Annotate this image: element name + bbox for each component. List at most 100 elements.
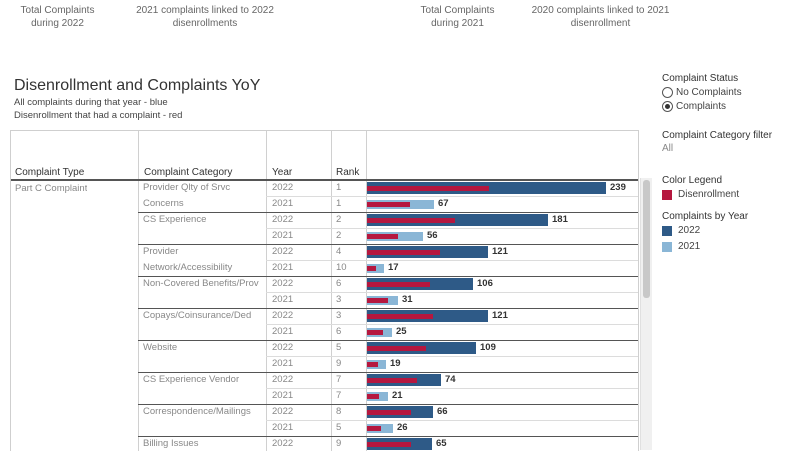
disenrollment-bar[interactable]	[367, 345, 426, 351]
rank-cell: 1	[336, 198, 342, 209]
bar-value-label: 17	[388, 262, 399, 273]
rank-cell: 5	[336, 422, 342, 433]
category-cell[interactable]: Correspondence/Mailings	[143, 406, 251, 417]
category-cell[interactable]: Provider Network/Accessibility	[143, 246, 233, 273]
category-cell[interactable]: Billing Issues	[143, 438, 199, 449]
legend-2021[interactable]: 2021	[662, 241, 700, 252]
legend-label: 2021	[678, 241, 701, 252]
header-rank[interactable]: Rank	[336, 167, 360, 178]
bar-value-label: 109	[480, 342, 496, 353]
disenrollment-bar[interactable]	[367, 201, 410, 207]
bar-value-label: 66	[437, 406, 448, 417]
rank-cell: 3	[336, 310, 342, 321]
bar-value-label: 106	[477, 278, 493, 289]
kpi-total-2021: Total Complaints during 2021	[420, 5, 495, 29]
disenrollment-bar[interactable]	[367, 409, 411, 415]
legend-2022[interactable]: 2022	[662, 225, 700, 236]
disenrollment-bar[interactable]	[367, 217, 455, 223]
row-divider	[266, 196, 638, 197]
page-title: Disenrollment and Complaints YoY	[14, 77, 261, 94]
radio-label: Complaints	[676, 101, 727, 112]
bar-value-label: 19	[390, 358, 401, 369]
bar-value-label: 121	[492, 310, 508, 321]
category-cell[interactable]: CS Experience Vendor	[143, 374, 240, 385]
category-cell[interactable]: Non-Covered Benefits/Prov	[143, 278, 259, 289]
category-filter-title: Complaint Category filter	[662, 130, 773, 141]
year-cell: 2021	[272, 326, 294, 337]
radio-label: No Complaints	[676, 87, 742, 98]
year-cell: 2021	[272, 230, 294, 241]
year-cell: 2021	[272, 422, 294, 433]
group-divider	[138, 212, 638, 213]
disenrollment-bar[interactable]	[367, 265, 376, 271]
by-year-title: Complaints by Year	[662, 211, 749, 222]
year-cell: 2021	[272, 390, 294, 401]
radio-circle-icon	[662, 87, 673, 98]
disenrollment-bar[interactable]	[367, 281, 430, 287]
bar-value-label: 65	[436, 438, 447, 449]
rank-cell: 2	[336, 214, 342, 225]
rank-cell: 10	[336, 262, 347, 273]
disenrollment-bar[interactable]	[367, 249, 440, 255]
disenrollment-bar[interactable]	[367, 361, 378, 367]
bar-value-label: 56	[427, 230, 438, 241]
radio-no-complaints[interactable]: No Complaints	[662, 87, 742, 98]
year-cell: 2022	[272, 374, 294, 385]
header-complaint-type[interactable]: Complaint Type	[15, 167, 85, 178]
bar-value-label: 181	[552, 214, 568, 225]
category-cell[interactable]: CS Experience	[143, 214, 207, 225]
legend-label: 2022	[678, 225, 701, 236]
header-complaint-category[interactable]: Complaint Category	[144, 167, 233, 178]
row-divider	[266, 292, 638, 293]
row-divider	[266, 388, 638, 389]
row-divider	[266, 324, 638, 325]
year-cell: 2022	[272, 214, 294, 225]
category-cell[interactable]: Provider Qlty of Srvc Concerns	[143, 182, 231, 209]
disenrollment-bar[interactable]	[367, 297, 388, 303]
bar-value-label: 31	[402, 294, 413, 305]
rank-cell: 7	[336, 374, 342, 385]
disenrollment-bar[interactable]	[367, 393, 379, 399]
year-cell: 2022	[272, 278, 294, 289]
header-year[interactable]: Year	[272, 167, 293, 178]
disenrollment-bar[interactable]	[367, 377, 417, 383]
year-cell: 2022	[272, 342, 294, 353]
kpi-total-2022: Total Complaints during 2022	[20, 5, 95, 29]
scrollbar-thumb[interactable]	[643, 180, 650, 298]
category-cell[interactable]: Website	[143, 342, 178, 353]
row-divider	[266, 228, 638, 229]
header-divider	[11, 179, 638, 181]
disenrollment-bar[interactable]	[367, 425, 381, 431]
disenrollment-bar[interactable]	[367, 329, 383, 335]
group-divider	[138, 276, 638, 277]
rank-cell: 3	[336, 294, 342, 305]
disenrollment-bar[interactable]	[367, 313, 433, 319]
group-divider	[138, 340, 638, 341]
row-divider	[266, 420, 638, 421]
rank-cell: 4	[336, 246, 342, 257]
row-divider	[266, 356, 638, 357]
year-cell: 2022	[272, 406, 294, 417]
disenrollment-bar[interactable]	[367, 441, 411, 447]
table-scrollbar[interactable]	[640, 178, 652, 450]
radio-selected-icon	[662, 101, 673, 112]
category-filter-value[interactable]: All	[662, 143, 674, 154]
swatch-2021	[662, 241, 672, 252]
legend-disenrollment[interactable]: Disenrollment	[662, 189, 739, 200]
radio-complaints[interactable]: Complaints	[662, 101, 726, 112]
group-divider	[138, 404, 638, 405]
bar-value-label: 121	[492, 246, 508, 257]
subtitle-blue: All complaints during that year - blue	[14, 97, 168, 108]
bar-value-label: 26	[397, 422, 408, 433]
category-cell[interactable]: Copays/Coinsurance/Ded	[143, 310, 252, 321]
total-complaints-bar[interactable]	[367, 214, 548, 226]
disenrollment-swatch	[662, 189, 672, 200]
year-cell: 2021	[272, 358, 294, 369]
col-divider	[331, 131, 332, 451]
disenrollment-bar[interactable]	[367, 185, 489, 191]
color-legend-title: Color Legend	[662, 175, 723, 186]
bar-value-label: 25	[396, 326, 407, 337]
disenrollment-bar[interactable]	[367, 233, 398, 239]
group-divider	[138, 436, 638, 437]
year-cell: 2022	[272, 182, 294, 193]
